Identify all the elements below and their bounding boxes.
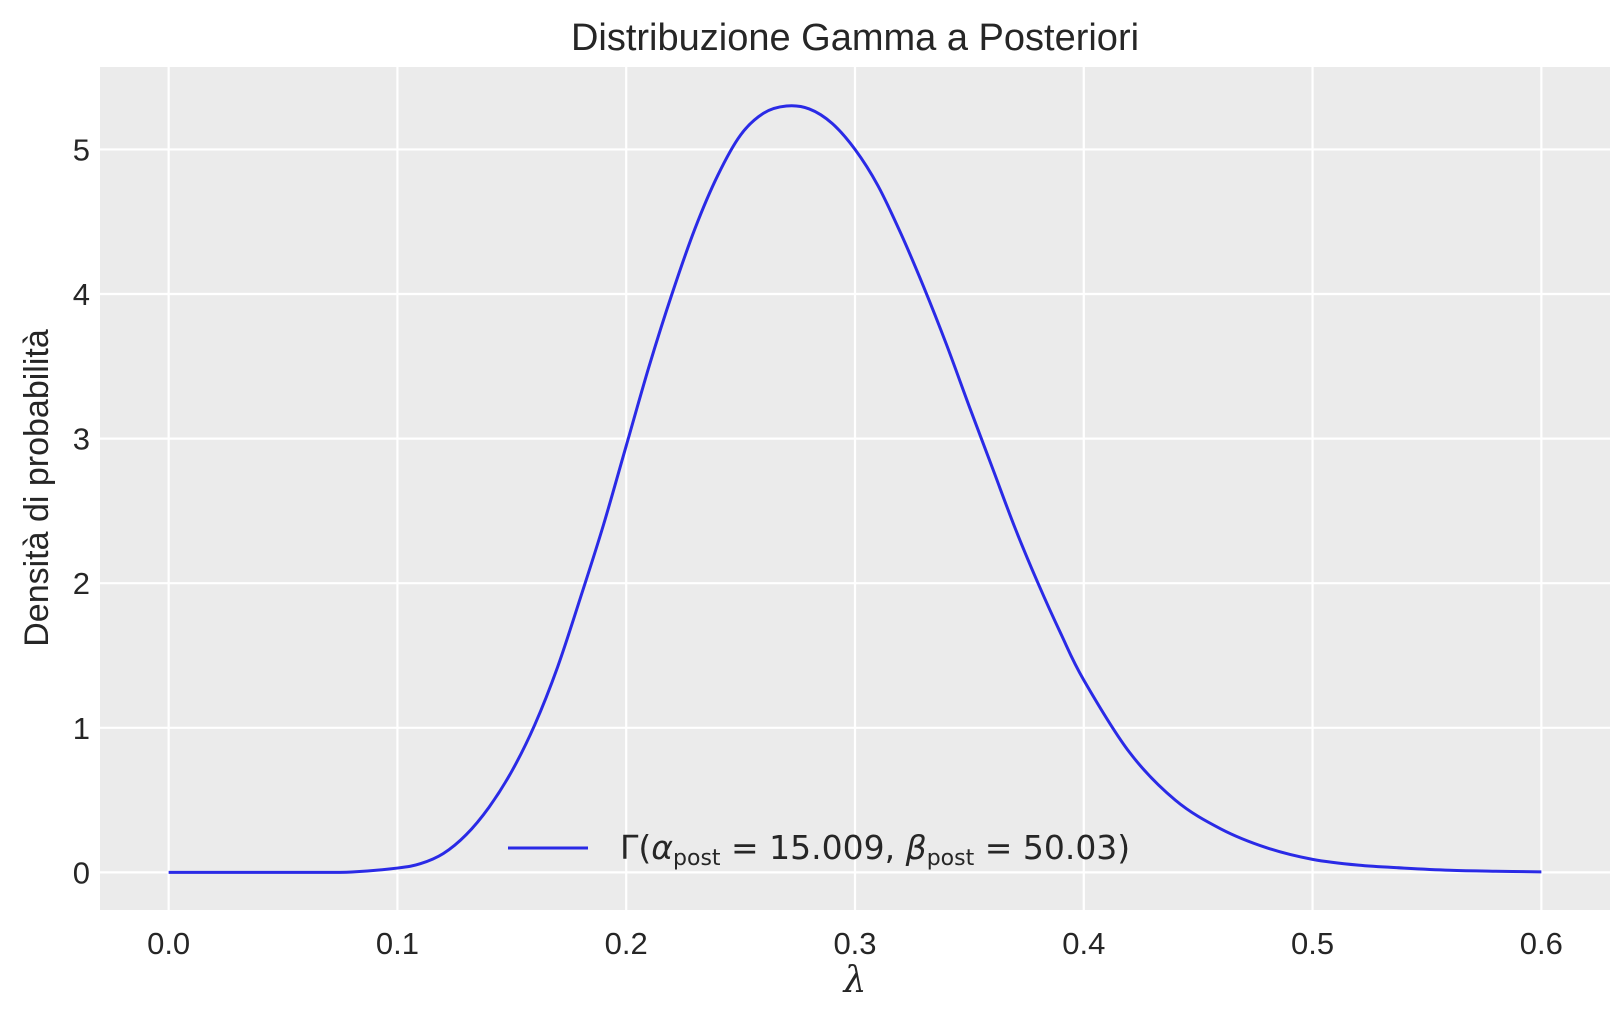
y-tick-label: 3 (73, 422, 90, 457)
legend-label: Γ(αpost = 15.009, βpost = 50.03) (620, 828, 1130, 871)
legend-gamma: Γ( (620, 828, 651, 867)
y-tick-labels: 0 1 2 3 4 5 (73, 132, 90, 890)
y-tick-label: 2 (73, 566, 90, 601)
x-tick-label: 0.5 (1291, 926, 1334, 961)
chart-title: Distribuzione Gamma a Posteriori (571, 17, 1139, 59)
x-tick-label: 0.4 (1062, 926, 1105, 961)
y-axis-label: Densità di probabilità (18, 329, 56, 647)
legend-alpha-value: = 15.009, (721, 828, 906, 867)
legend-alpha-sub: post (673, 846, 721, 871)
legend-beta-sub: post (927, 846, 975, 871)
y-tick-label: 0 (73, 855, 90, 890)
legend-beta: β (905, 828, 927, 867)
series-layer (168, 104, 1542, 874)
legend-beta-value: = 50.03) (974, 828, 1130, 867)
x-tick-labels: 0.0 0.1 0.2 0.3 0.4 0.5 0.6 (147, 926, 1563, 961)
gamma-posterior-line (168, 104, 1542, 874)
x-axis-label: λ (842, 960, 867, 1001)
x-tick-label: 0.0 (147, 926, 190, 961)
x-tick-label: 0.6 (1520, 926, 1563, 961)
legend-alpha: α (651, 828, 673, 867)
legend: Γ(αpost = 15.009, βpost = 50.03) (508, 828, 1130, 871)
y-tick-label: 1 (73, 711, 90, 746)
x-tick-label: 0.3 (833, 926, 876, 961)
y-tick-label: 4 (73, 277, 90, 312)
y-tick-label: 5 (73, 132, 90, 167)
x-tick-label: 0.2 (605, 926, 648, 961)
x-tick-label: 0.1 (376, 926, 419, 961)
